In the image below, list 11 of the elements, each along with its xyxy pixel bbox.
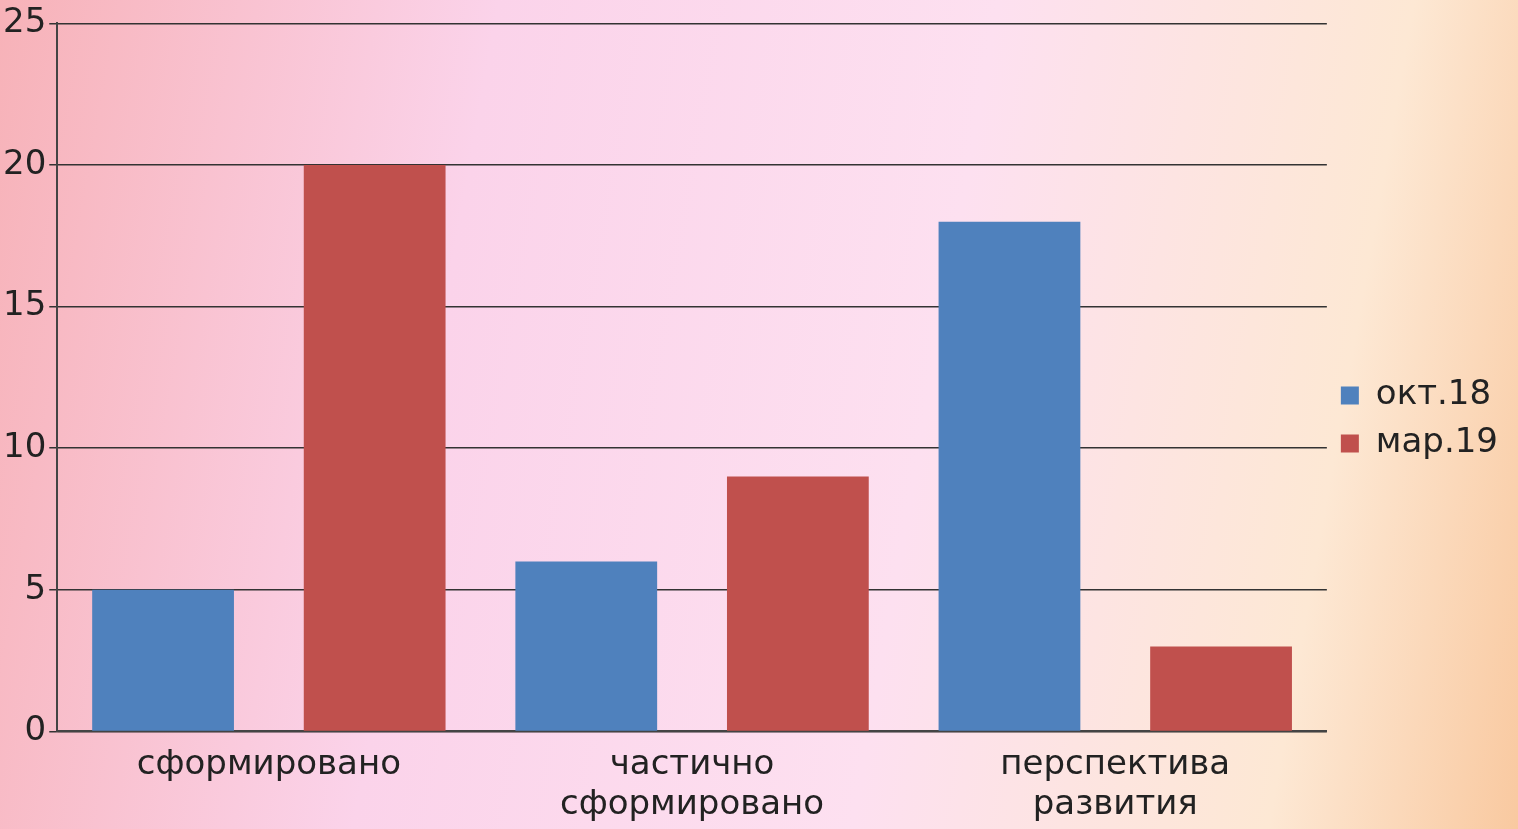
x-tick-label: частично сформировано bbox=[559, 741, 825, 823]
legend-label: мар.19 bbox=[1375, 420, 1498, 461]
y-tick-label: 15 bbox=[3, 283, 47, 324]
y-tick-label: 0 bbox=[24, 708, 47, 749]
y-tick-label: 20 bbox=[3, 141, 47, 182]
legend-label: окт.18 bbox=[1375, 372, 1492, 413]
y-tick-label: 25 bbox=[3, 0, 47, 41]
y-tick-label: 5 bbox=[24, 566, 47, 607]
x-tick-label: перспектива развития bbox=[1000, 741, 1231, 823]
y-tick-label: 10 bbox=[3, 425, 47, 466]
x-tick-label: сформировано bbox=[136, 741, 401, 782]
